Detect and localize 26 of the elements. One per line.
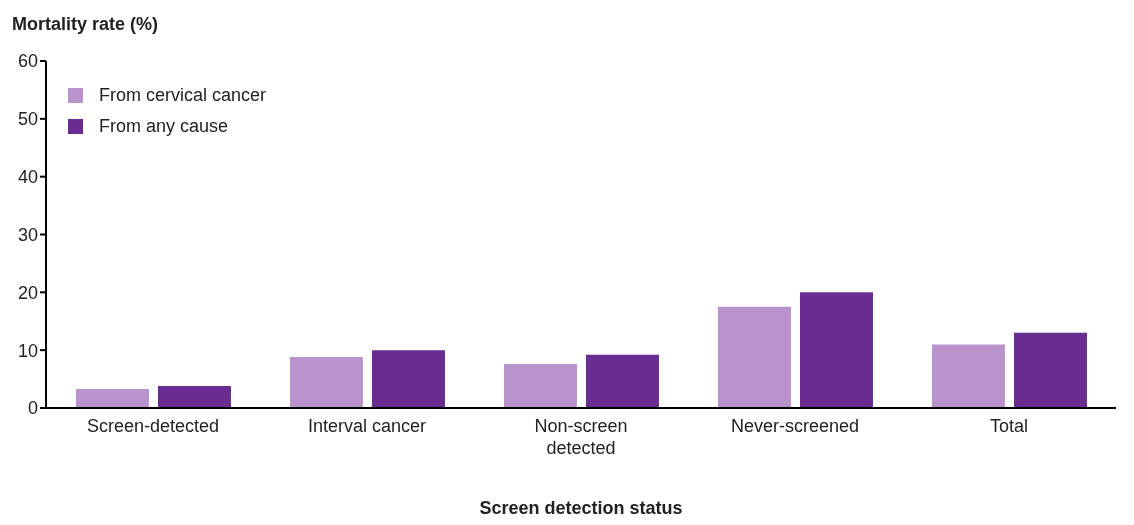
bar (717, 306, 791, 408)
y-tick-label: 50 (17, 109, 38, 130)
y-tick-label: 0 (27, 398, 38, 419)
x-tick-label: Non-screen detected (534, 416, 628, 458)
bar (75, 388, 149, 408)
bar (289, 357, 363, 408)
bar (585, 354, 659, 408)
legend-label: From cervical cancer (99, 85, 267, 106)
bar (1013, 332, 1087, 408)
x-axis-title: Screen detection status (478, 498, 684, 519)
y-axis-title: Mortality rate (%) (12, 14, 159, 35)
y-tick-label: 40 (17, 167, 38, 188)
x-tick-label: Screen-detected (86, 416, 220, 436)
y-tick-label: 60 (17, 51, 38, 72)
y-tick-label: 30 (17, 224, 38, 245)
bar (931, 344, 1005, 408)
bar (371, 350, 445, 408)
x-tick-label: Interval cancer (307, 416, 427, 436)
bar (157, 386, 231, 408)
y-tick-label: 20 (17, 282, 38, 303)
bar (799, 292, 873, 408)
y-tick-label: 10 (17, 340, 38, 361)
x-tick-label: Total (989, 416, 1029, 436)
bar (503, 364, 577, 408)
x-tick-label: Never-screened (730, 416, 860, 436)
legend-label: From any cause (99, 116, 229, 137)
